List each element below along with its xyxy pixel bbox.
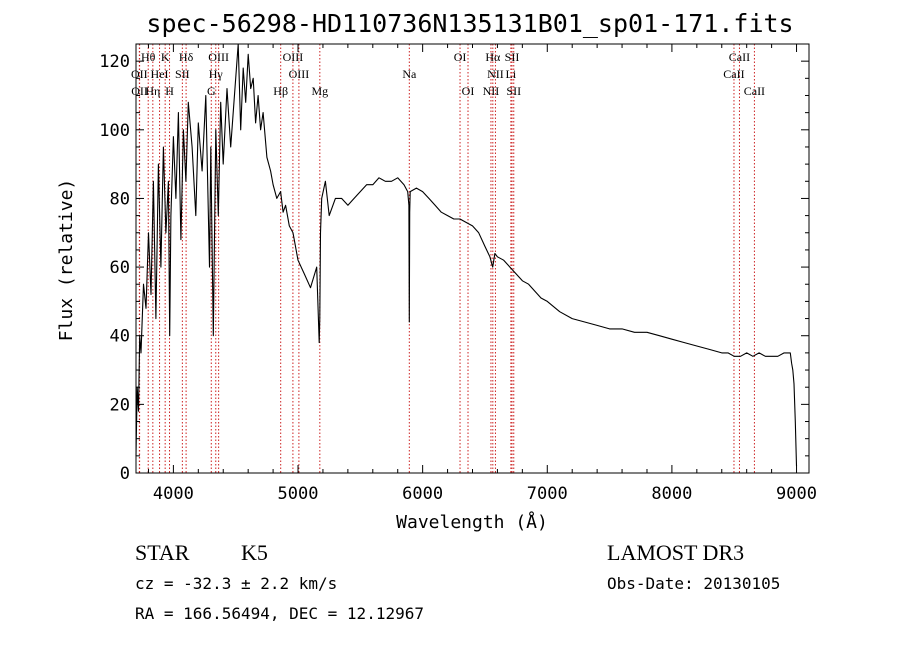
spectral-line-label: OIII <box>289 67 310 81</box>
spectral-line-label: CaII <box>729 50 750 64</box>
observation-date: Obs-Date: 20130105 <box>607 574 781 593</box>
spectral-line-label: Li <box>506 67 517 81</box>
y-axis-ticks: 0 20 40 60 80 100 120 <box>99 43 809 484</box>
spectral-line-label: NII <box>483 84 500 98</box>
spectral-line-label: Hγ <box>209 67 224 81</box>
spectral-line-label: H <box>165 84 174 98</box>
x-tick-label: 4000 <box>153 484 194 504</box>
y-tick-label: 80 <box>110 189 130 209</box>
spectral-line-label: OIII <box>283 50 304 64</box>
y-axis-label: Flux (relative) <box>56 179 77 342</box>
spectral-line-label: OII <box>131 84 148 98</box>
spectrum-plot: spec-56298-HD110736N135131B01_sp01-171.f… <box>56 9 817 533</box>
spectral-line-label: Hα <box>485 50 501 64</box>
x-tick-label: 9000 <box>776 484 817 504</box>
spectral-line-label: Mg <box>311 84 328 98</box>
y-tick-label: 100 <box>99 121 130 141</box>
spectrum-line <box>135 43 798 467</box>
spectral-line-labels: Hθ K Hδ OIII OIII OI Hα SII CaII OII HeI SII Hγ OIII N… <box>131 50 765 98</box>
spectral-line-label: OIII <box>208 50 229 64</box>
x-axis-ticks: 4000 5000 6000 7000 8000 9000 <box>147 44 817 504</box>
spectral-class: STAR <box>135 540 190 565</box>
spectral-line-label: NII <box>487 67 504 81</box>
spectral-line-label: Hδ <box>179 50 194 64</box>
spectral-line-label: OI <box>454 50 467 64</box>
spectrum-series <box>135 43 798 467</box>
spectral-line-label: SII <box>505 50 520 64</box>
ra-dec: RA = 166.56494, DEC = 12.12967 <box>135 604 424 623</box>
spectral-line-label: HeI <box>151 67 169 81</box>
spectral-line-label: OI <box>462 84 475 98</box>
spectral-line-label: K <box>161 50 170 64</box>
x-axis-label: Wavelength (Å) <box>396 511 548 533</box>
spectral-line-label: Na <box>402 67 417 81</box>
spectral-line-label: Hβ <box>273 84 288 98</box>
spectral-line-label: OII <box>131 67 148 81</box>
x-tick-label: 7000 <box>527 484 568 504</box>
redshift-velocity: cz = -32.3 ± 2.2 km/s <box>135 574 338 593</box>
y-tick-label: 60 <box>110 258 130 278</box>
plot-frame <box>135 43 810 474</box>
survey-name: LAMOST DR3 <box>607 540 745 565</box>
spectral-line-label: Hη <box>145 84 160 98</box>
spectral-line-label: CaII <box>723 67 744 81</box>
spectral-line-label: G <box>207 84 216 98</box>
y-tick-label: 0 <box>120 464 130 484</box>
spectral-line-label: Hθ <box>141 50 156 64</box>
spectral-subclass: K5 <box>241 540 268 565</box>
y-tick-label: 20 <box>110 395 130 415</box>
y-tick-label: 40 <box>110 327 130 347</box>
chart-title: spec-56298-HD110736N135131B01_sp01-171.f… <box>146 9 793 38</box>
x-tick-label: 6000 <box>402 484 443 504</box>
y-tick-label: 120 <box>99 52 130 72</box>
spectral-line-label: CaII <box>744 84 765 98</box>
x-tick-label: 5000 <box>278 484 319 504</box>
x-tick-label: 8000 <box>651 484 692 504</box>
spectral-line-markers <box>138 44 755 473</box>
spectral-line-label: SII <box>175 67 190 81</box>
spectral-line-label: SII <box>506 84 521 98</box>
